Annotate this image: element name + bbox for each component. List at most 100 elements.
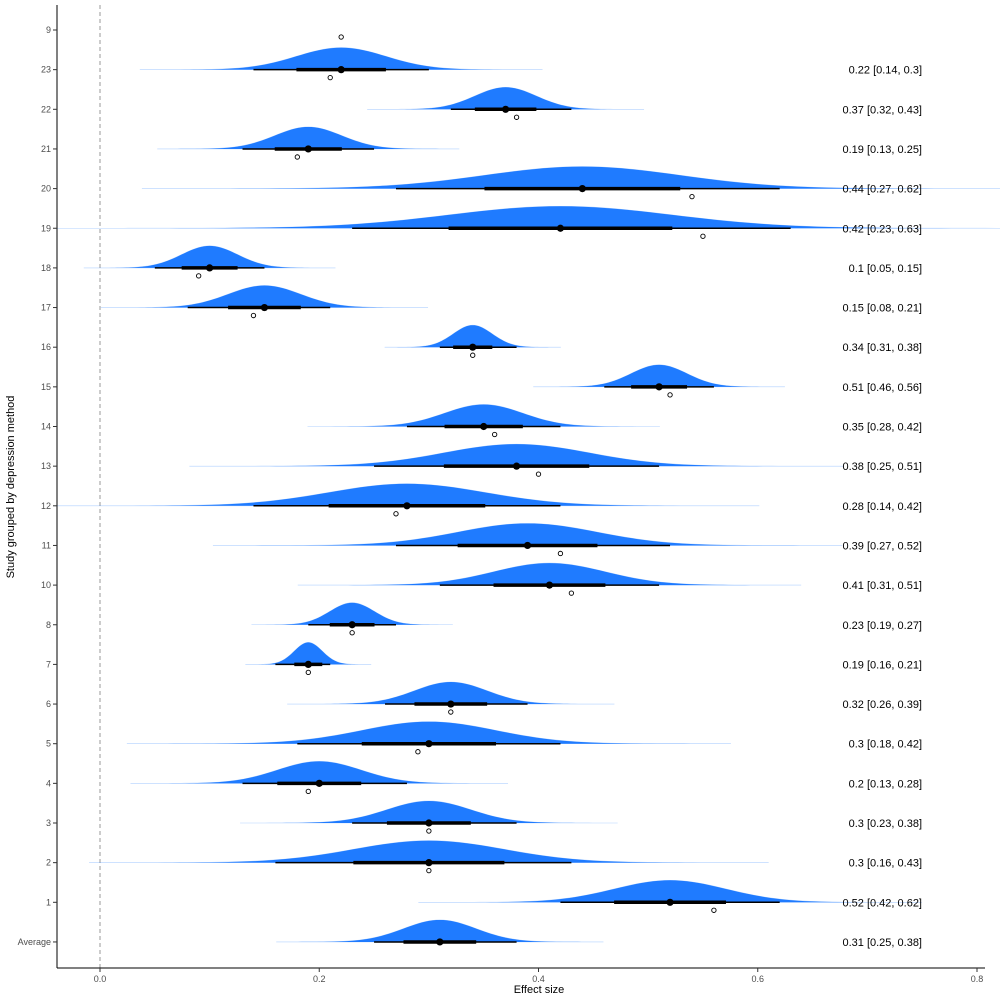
y-tick-label: 3 bbox=[46, 818, 51, 828]
estimate-point bbox=[260, 303, 269, 312]
density-shape bbox=[141, 166, 1000, 189]
y-tick-label: 12 bbox=[41, 501, 51, 511]
estimate-point bbox=[666, 898, 674, 906]
observed-point bbox=[448, 709, 454, 715]
density-shape bbox=[57, 205, 1000, 229]
y-tick-label: 17 bbox=[41, 303, 51, 313]
density-shape bbox=[126, 721, 731, 744]
density-shape bbox=[83, 245, 336, 269]
observed-point bbox=[535, 471, 542, 477]
density-shape bbox=[287, 681, 615, 705]
estimate-label: 0.15 [0.08, 0.21] bbox=[842, 303, 922, 315]
y-tick-label: 4 bbox=[46, 778, 51, 788]
y-tick-label: 6 bbox=[46, 699, 51, 709]
y-tick-label: 9 bbox=[46, 25, 51, 35]
estimate-point bbox=[206, 264, 214, 272]
estimate-point bbox=[436, 938, 444, 946]
y-tick-label: 16 bbox=[41, 342, 51, 352]
observed-point bbox=[327, 75, 333, 81]
x-tick-label: 0.6 bbox=[751, 974, 764, 984]
density-shape bbox=[367, 86, 645, 110]
y-tick-label: 14 bbox=[41, 422, 51, 432]
estimate-point bbox=[337, 66, 345, 74]
estimate-label: 0.42 [0.23, 0.63] bbox=[842, 223, 922, 235]
observed-point bbox=[349, 630, 355, 636]
observed-point bbox=[513, 114, 520, 120]
estimate-point bbox=[425, 740, 433, 748]
observed-point bbox=[568, 590, 575, 596]
y-axis-title: Study grouped by depression method bbox=[5, 396, 17, 579]
x-axis-title: Effect size bbox=[514, 984, 565, 996]
observed-point bbox=[415, 749, 421, 755]
estimate-point bbox=[425, 859, 433, 867]
y-tick-label: 15 bbox=[41, 382, 51, 392]
observed-point bbox=[426, 828, 432, 834]
density-shape bbox=[130, 761, 509, 784]
estimate-point bbox=[425, 819, 433, 827]
density-shape bbox=[100, 285, 429, 308]
estimate-label: 0.22 [0.14, 0.3] bbox=[849, 65, 922, 77]
estimate-point bbox=[655, 383, 663, 391]
estimate-label: 0.35 [0.28, 0.42] bbox=[842, 422, 922, 434]
density-shape bbox=[276, 919, 604, 943]
density-shape bbox=[157, 126, 460, 150]
estimate-point bbox=[556, 224, 565, 232]
observed-point bbox=[557, 550, 564, 557]
estimate-point bbox=[545, 581, 554, 589]
density-shape bbox=[251, 602, 453, 626]
estimate-label: 0.37 [0.32, 0.43] bbox=[842, 104, 922, 116]
estimate-point bbox=[512, 462, 521, 470]
x-tick-label: 0.2 bbox=[313, 974, 326, 984]
estimate-label: 0.23 [0.19, 0.27] bbox=[842, 620, 922, 632]
y-tick-label: 19 bbox=[41, 223, 51, 233]
estimate-label: 0.1 [0.05, 0.15] bbox=[849, 263, 922, 275]
observed-point bbox=[700, 233, 706, 239]
y-tick-label: 10 bbox=[41, 580, 51, 590]
estimate-point bbox=[480, 422, 488, 431]
y-tick-label: 18 bbox=[41, 263, 51, 273]
observed-point bbox=[689, 193, 695, 200]
density-shape bbox=[212, 523, 843, 546]
y-tick-label: 11 bbox=[42, 540, 51, 550]
estimate-point bbox=[304, 145, 312, 153]
observed-point bbox=[305, 669, 311, 676]
estimate-point bbox=[304, 660, 312, 669]
y-tick-label: 5 bbox=[46, 739, 51, 749]
density-shape bbox=[297, 562, 802, 586]
density-shape bbox=[189, 443, 844, 467]
observed-point bbox=[426, 868, 432, 874]
density-shape bbox=[240, 800, 618, 824]
observed-point bbox=[250, 312, 257, 319]
y-tick-label: 20 bbox=[41, 184, 51, 194]
x-tick-label: 0.8 bbox=[971, 974, 984, 984]
observed-point bbox=[393, 511, 399, 517]
estimate-point bbox=[447, 700, 455, 708]
y-tick-label: 1 bbox=[46, 897, 51, 907]
estimate-label: 0.38 [0.25, 0.51] bbox=[842, 461, 922, 473]
estimate-point bbox=[578, 185, 586, 193]
y-tick-label: 21 bbox=[41, 144, 51, 154]
density-shape bbox=[54, 483, 760, 507]
y-tick-label: Average bbox=[18, 937, 51, 947]
y-tick-label: 13 bbox=[41, 461, 51, 471]
estimate-point bbox=[502, 105, 510, 113]
estimate-point bbox=[403, 502, 411, 510]
estimate-label: 0.52 [0.42, 0.62] bbox=[842, 897, 922, 909]
observed-point bbox=[196, 273, 202, 279]
density-shape bbox=[245, 642, 372, 665]
estimate-label: 0.28 [0.14, 0.42] bbox=[842, 501, 922, 513]
estimate-label: 0.19 [0.16, 0.21] bbox=[842, 659, 922, 671]
observed-point bbox=[305, 788, 311, 794]
estimate-point bbox=[469, 343, 477, 351]
density-shape bbox=[139, 47, 543, 70]
density-shape bbox=[307, 404, 660, 427]
estimate-label: 0.3 [0.18, 0.42] bbox=[849, 739, 922, 751]
estimate-label: 0.2 [0.13, 0.28] bbox=[849, 778, 922, 790]
density-shape bbox=[89, 840, 769, 863]
estimate-point bbox=[315, 779, 323, 787]
estimate-label: 0.19 [0.13, 0.25] bbox=[842, 144, 922, 156]
estimate-label: 0.31 [0.25, 0.38] bbox=[842, 937, 922, 949]
estimate-point bbox=[348, 621, 356, 629]
density-shape bbox=[418, 879, 922, 903]
